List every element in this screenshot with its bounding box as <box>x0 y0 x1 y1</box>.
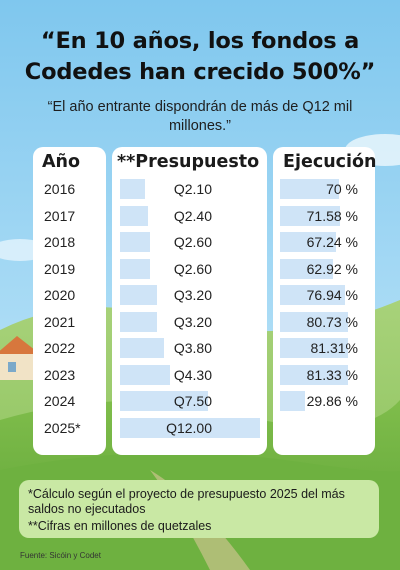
execution-cell: 71.58 % <box>306 207 358 224</box>
execution-bar <box>280 285 345 305</box>
source-credit: Fuente: Sicóin y Codet <box>20 551 101 560</box>
execution-cell: 81.31% <box>310 340 358 356</box>
budget-bar <box>120 258 151 279</box>
budget-cell: Q2.60 <box>173 234 212 250</box>
year-cell: 2020 <box>44 287 76 303</box>
year-cell: 2024 <box>44 393 76 409</box>
year-cell: 2023 <box>44 366 76 383</box>
year-cell: 2025* <box>44 419 81 436</box>
budget-bar <box>120 338 165 358</box>
execution-bar <box>280 232 337 252</box>
execution-cell: 62.92 % <box>306 260 358 277</box>
budget-bar <box>120 364 171 385</box>
budget-bar <box>120 179 145 199</box>
year-cell: 2016 <box>44 181 76 197</box>
budget-cell: Q3.20 <box>173 287 212 303</box>
execution-bar <box>280 391 306 411</box>
budget-cell: Q2.40 <box>173 207 212 224</box>
year-header: Año <box>42 152 81 172</box>
execution-bar <box>280 205 341 226</box>
execution-cell: 67.24 % <box>306 234 358 250</box>
execution-bar <box>280 311 348 332</box>
budget-cell: Q3.80 <box>173 340 212 356</box>
year-cell: 2019 <box>44 260 76 277</box>
note-units: **Cifras en millones de quetzales <box>28 519 212 533</box>
budget-bar <box>120 311 158 332</box>
headline: “En 10 años, los fondos a Codedes han cr… <box>24 28 376 85</box>
budget-bar <box>120 391 208 411</box>
execution-bar <box>280 338 349 358</box>
execution-cell: 29.86 % <box>306 393 358 409</box>
budget-bar <box>120 417 260 438</box>
budget-header: **Presupuesto <box>117 152 260 172</box>
execution-cell: 81.33 % <box>306 366 358 383</box>
year-cell: 2017 <box>44 207 76 224</box>
budget-cell: Q3.20 <box>173 313 212 330</box>
budget-cell: Q2.10 <box>173 181 212 197</box>
budget-cell: Q4.30 <box>173 366 212 383</box>
budget-bar <box>120 285 158 305</box>
execution-cell: 76.94 % <box>306 287 358 303</box>
year-cell: 2022 <box>44 340 76 356</box>
year-cell: 2021 <box>44 313 76 330</box>
budget-cell: Q12.00 <box>166 419 212 436</box>
execution-cell: 70 % <box>326 181 358 197</box>
budget-bar <box>120 205 148 226</box>
budget-bar <box>120 232 151 252</box>
execution-bar <box>280 364 349 385</box>
execution-header: Ejecución <box>283 152 377 172</box>
notes-box <box>19 480 379 538</box>
year-cell: 2018 <box>44 234 76 250</box>
note-estimate: *Cálculo según el proyecto de presupuest… <box>28 487 345 516</box>
execution-bar <box>280 179 339 199</box>
budget-cell: Q7.50 <box>173 393 212 409</box>
execution-bar <box>280 258 333 279</box>
execution-cell: 80.73 % <box>306 313 358 330</box>
subheadline: “El año entrante dispondrán de más de Q1… <box>47 99 353 134</box>
year-column-panel <box>33 147 106 455</box>
budget-cell: Q2.60 <box>173 260 212 277</box>
house-icon <box>0 336 40 380</box>
